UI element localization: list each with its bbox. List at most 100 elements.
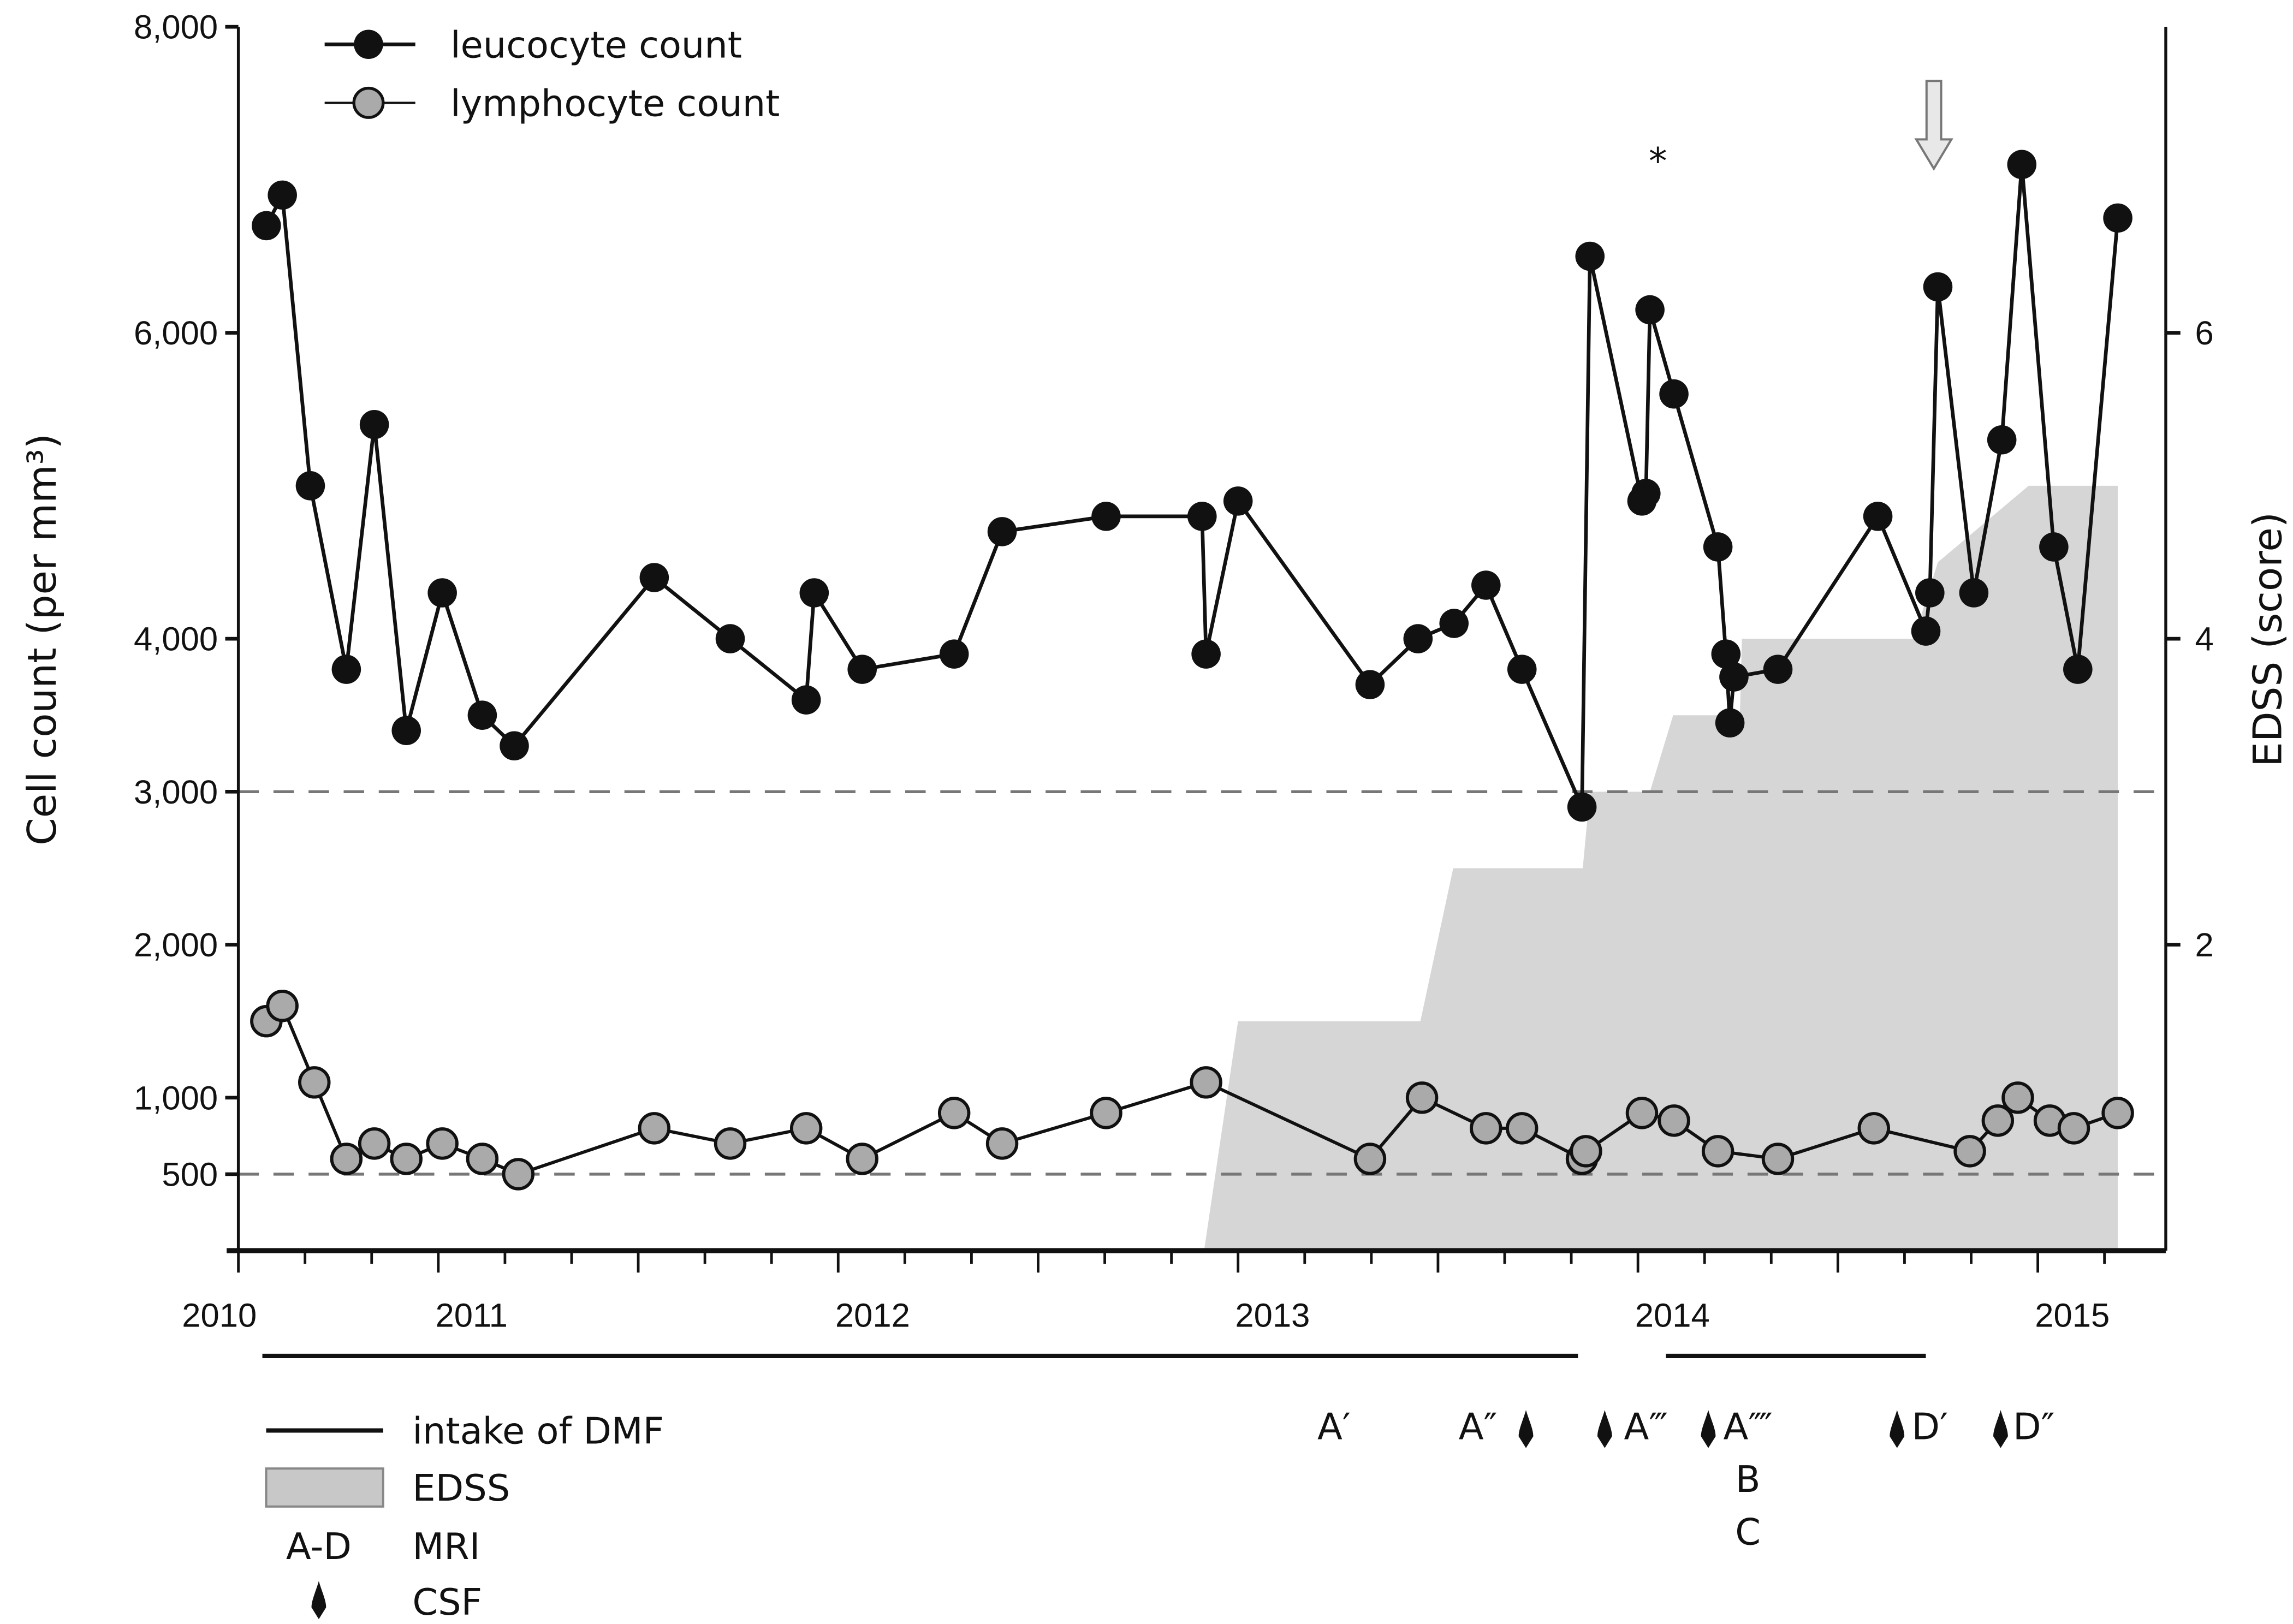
legend-dmf-label: intake of DMF [412, 1410, 664, 1453]
lymphocyte-point [2101, 1097, 2134, 1129]
leucocyte-point [2103, 203, 2132, 233]
lymphocyte-point [1470, 1112, 1502, 1145]
mri-label: C [1735, 1510, 1761, 1553]
annotations: * A′ A″ A‴ A⁗ BC D′ D″ [262, 80, 2055, 1553]
x-tick-label: 2010 [182, 1296, 257, 1334]
leucocyte-point [1959, 578, 1989, 608]
mri-label: D′ [1911, 1406, 1948, 1448]
edss-area-layer [1204, 485, 2118, 1251]
y-left-tick-label: 4,000 [134, 621, 218, 658]
lymphocyte-point [714, 1127, 747, 1160]
leucocyte-point [1659, 379, 1689, 409]
leucocyte-point [1091, 502, 1121, 531]
lymphocyte-point [846, 1143, 878, 1175]
leucocyte-point [1923, 272, 1953, 302]
leucocyte-point [1191, 639, 1221, 669]
lymphocyte-point [502, 1158, 535, 1191]
csf-droplet-icon [1890, 1410, 1905, 1448]
mri-label: A″ [1459, 1406, 1498, 1448]
lymphocyte-point [937, 1097, 971, 1129]
y-left-tick-label: 2,000 [134, 926, 218, 964]
lymphocyte-point [638, 1112, 671, 1145]
y-left-tick-label: 1,000 [134, 1079, 218, 1117]
mri-label: B [1736, 1458, 1761, 1501]
y-left-tick-label: 6,000 [134, 314, 218, 352]
lymphocyte-point [390, 1143, 423, 1175]
csf-droplet-icon [1993, 1410, 2008, 1448]
lymphocyte-point [266, 989, 299, 1022]
lymphocyte-line [265, 1003, 2119, 1176]
leucocyte-point [847, 655, 877, 684]
down-arrow-icon [1914, 80, 1953, 171]
csf-droplet-icon [1701, 1410, 1716, 1448]
mri-label: D″ [2013, 1406, 2055, 1448]
lymphocyte-point [466, 1143, 499, 1175]
lymphocyte-point [1701, 1135, 1734, 1168]
leucocyte-point [252, 211, 281, 241]
legend-edss-label: EDSS [412, 1467, 510, 1509]
mri-label: A‴ [1624, 1406, 1668, 1448]
leucocyte-point [1507, 655, 1537, 684]
lymphocyte-point [1658, 1104, 1690, 1137]
lymphocyte-point [2057, 1112, 2090, 1145]
leucocyte-point [791, 685, 821, 715]
x-tick-label: 2012 [835, 1296, 910, 1334]
leucocyte-point [2007, 150, 2037, 180]
y-right-tick-label: 2 [2195, 926, 2214, 964]
lymphocyte-point [1981, 1104, 2015, 1137]
leucocyte-point [2063, 655, 2093, 684]
leucocyte-point [1915, 578, 1945, 608]
legend-mri-label: MRI [412, 1525, 480, 1568]
legend-edss-swatch [265, 1467, 384, 1508]
y-right-tick-label: 6 [2195, 314, 2214, 352]
leucocyte-point [1635, 295, 1665, 325]
leucocyte-point [715, 624, 745, 653]
lymphocyte-point [1090, 1097, 1122, 1129]
leucocyte-line [264, 164, 2120, 808]
legend-lymphocyte-label: lymphocyte count [450, 82, 780, 125]
bottom-legend: intake of DMF EDSS A-D MRI CSF [265, 1410, 664, 1623]
lymphocyte-point [358, 1127, 391, 1160]
legend-csf-label: CSF [412, 1581, 482, 1623]
reference-lines [238, 790, 2166, 1176]
leucocyte-point [1575, 241, 1605, 271]
legend-lymphocyte-marker [352, 86, 385, 119]
lymphocyte-point [426, 1127, 459, 1160]
y-axis-right-title: EDSS (score) [2246, 512, 2291, 767]
leucocyte-point [1355, 670, 1385, 699]
asterisk-marker: * [1649, 140, 1667, 182]
top-legend: leucocyte count lymphocyte count [324, 23, 780, 125]
leucocyte-point [1763, 655, 1793, 684]
leucocyte-point [1439, 609, 1469, 638]
lymphocyte-point [1405, 1081, 1439, 1114]
leucocyte-point [295, 471, 325, 501]
legend-mri-symbol: A-D [286, 1525, 352, 1568]
leucocyte-point [1471, 570, 1501, 600]
leucocyte-point [1711, 639, 1741, 669]
leucocyte-point [391, 716, 421, 746]
x-tick-label: 2013 [1235, 1296, 1310, 1334]
csf-droplet-icon [1518, 1410, 1534, 1448]
leucocyte-point [939, 639, 969, 669]
lymphocyte-point [1857, 1112, 1891, 1145]
lymphocyte-point [330, 1143, 363, 1175]
leucocyte-point [639, 563, 669, 592]
x-tick-label: 2011 [435, 1296, 507, 1334]
lymphocyte-point [298, 1066, 331, 1099]
mri-label: A′ [1317, 1406, 1351, 1448]
leucocyte-point [1187, 502, 1217, 531]
series-layer [250, 150, 2134, 1191]
lymphocyte-point [2001, 1081, 2034, 1114]
lymphocyte-point [1625, 1097, 1659, 1129]
y-right-tick-label: 4 [2195, 621, 2214, 658]
leucocyte-point [1715, 708, 1745, 738]
lymphocyte-point [985, 1127, 1019, 1160]
y-left-tick-label: 3,000 [134, 774, 218, 811]
leucocyte-point [1567, 792, 1597, 822]
leucocyte-point [2039, 532, 2069, 562]
leucocyte-point [1703, 532, 1733, 562]
leucocyte-point [799, 578, 829, 608]
mri-label: A⁗ [1723, 1406, 1772, 1448]
leucocyte-point [1987, 425, 2017, 455]
